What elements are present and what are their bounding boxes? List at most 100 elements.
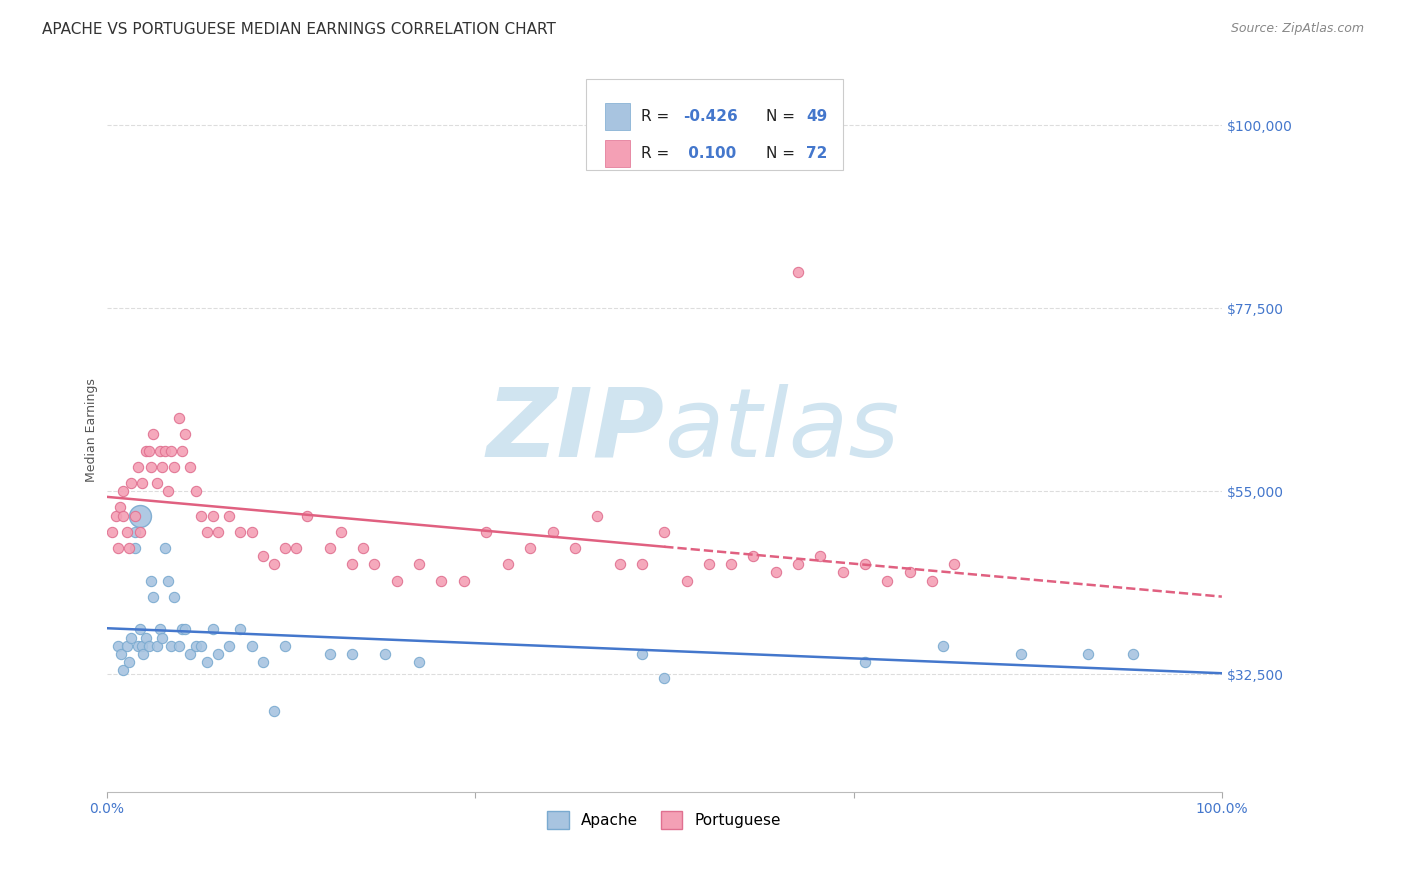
Point	[274, 541, 297, 555]
Text: R =: R =	[641, 109, 673, 124]
Point	[921, 574, 943, 588]
Point	[652, 671, 675, 685]
Point	[609, 558, 631, 572]
Point	[1077, 647, 1099, 661]
Point	[564, 541, 586, 555]
Point	[586, 508, 609, 523]
Point	[263, 704, 285, 718]
Point	[112, 663, 135, 677]
Point	[475, 524, 498, 539]
Point	[787, 265, 810, 279]
Point	[127, 639, 149, 653]
Point	[172, 623, 194, 637]
Point	[453, 574, 475, 588]
Text: 0.100: 0.100	[683, 146, 737, 161]
Point	[184, 639, 207, 653]
Point	[352, 541, 374, 555]
Text: Source: ZipAtlas.com: Source: ZipAtlas.com	[1230, 22, 1364, 36]
Point	[127, 459, 149, 474]
Point	[167, 411, 190, 425]
Point	[152, 459, 174, 474]
Point	[408, 655, 430, 669]
Y-axis label: Median Earnings: Median Earnings	[86, 378, 98, 483]
Point	[385, 574, 408, 588]
Point	[152, 631, 174, 645]
Point	[146, 476, 169, 491]
Point	[742, 549, 765, 564]
Point	[172, 443, 194, 458]
Point	[363, 558, 385, 572]
Text: atlas: atlas	[664, 384, 900, 476]
Point	[408, 558, 430, 572]
Point	[240, 524, 263, 539]
Point	[129, 524, 152, 539]
Point	[120, 631, 142, 645]
Text: APACHE VS PORTUGUESE MEDIAN EARNINGS CORRELATION CHART: APACHE VS PORTUGUESE MEDIAN EARNINGS COR…	[42, 22, 555, 37]
Point	[285, 541, 308, 555]
Point	[318, 541, 340, 555]
Point	[297, 508, 319, 523]
Point	[274, 639, 297, 653]
Text: 72: 72	[806, 146, 827, 161]
Point	[195, 524, 218, 539]
Text: R =: R =	[641, 146, 673, 161]
Point	[932, 639, 955, 653]
Point	[765, 566, 787, 580]
Point	[496, 558, 519, 572]
Point	[229, 524, 252, 539]
Point	[173, 623, 195, 637]
Point	[141, 459, 163, 474]
Point	[207, 524, 229, 539]
Point	[112, 508, 135, 523]
Point	[252, 655, 274, 669]
Point	[153, 443, 176, 458]
Point	[104, 508, 127, 523]
Point	[631, 647, 654, 661]
Point	[1122, 647, 1144, 661]
Point	[112, 484, 135, 499]
Point	[167, 639, 190, 653]
Point	[118, 541, 141, 555]
Text: ZIP: ZIP	[486, 384, 664, 476]
Point	[898, 566, 921, 580]
Point	[135, 443, 157, 458]
Point	[808, 549, 831, 564]
Point	[631, 558, 654, 572]
Point	[173, 427, 195, 442]
FancyBboxPatch shape	[605, 103, 630, 130]
Point	[160, 639, 183, 653]
Point	[160, 443, 183, 458]
Legend: Apache, Portuguese: Apache, Portuguese	[541, 805, 787, 835]
Point	[329, 524, 352, 539]
Point	[943, 558, 966, 572]
Point	[697, 558, 720, 572]
Point	[263, 558, 285, 572]
Text: 49: 49	[806, 109, 827, 124]
Point	[430, 574, 453, 588]
Point	[135, 631, 157, 645]
Point	[229, 623, 252, 637]
Point	[190, 508, 212, 523]
Point	[142, 590, 165, 604]
Point	[201, 508, 224, 523]
Point	[149, 623, 172, 637]
Text: N =: N =	[766, 146, 800, 161]
Point	[374, 647, 396, 661]
Point	[853, 558, 876, 572]
Point	[519, 541, 541, 555]
Point	[787, 558, 810, 572]
Point	[101, 524, 124, 539]
Point	[129, 623, 152, 637]
FancyBboxPatch shape	[605, 140, 630, 168]
Point	[184, 484, 207, 499]
Point	[201, 623, 224, 637]
Point	[1010, 647, 1032, 661]
Point	[195, 655, 218, 669]
Point	[162, 459, 184, 474]
Point	[107, 541, 129, 555]
Point	[118, 655, 141, 669]
Point	[252, 549, 274, 564]
Point	[156, 484, 179, 499]
Point	[138, 443, 160, 458]
Point	[142, 427, 165, 442]
